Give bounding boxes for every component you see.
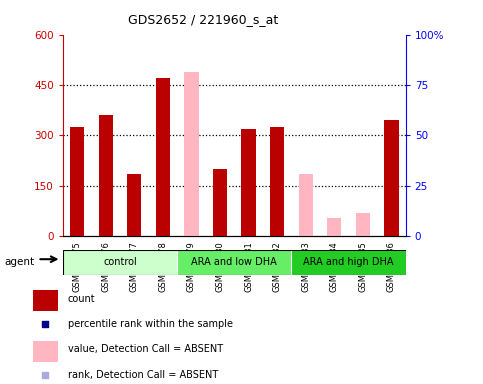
Text: rank, Detection Call = ABSENT: rank, Detection Call = ABSENT	[68, 370, 218, 380]
Text: GDS2652 / 221960_s_at: GDS2652 / 221960_s_at	[128, 13, 278, 26]
Bar	[33, 290, 58, 311]
Point	[42, 372, 49, 378]
Bar	[99, 115, 113, 236]
Text: control: control	[103, 257, 137, 267]
Bar	[184, 71, 199, 236]
Bar	[177, 250, 291, 275]
Text: ARA and low DHA: ARA and low DHA	[191, 257, 277, 267]
Bar	[291, 250, 406, 275]
Bar	[298, 174, 313, 236]
Bar	[156, 78, 170, 236]
Text: agent: agent	[5, 257, 35, 267]
Bar	[213, 169, 227, 236]
Text: ARA and high DHA: ARA and high DHA	[303, 257, 394, 267]
Point	[42, 321, 49, 327]
Bar	[384, 120, 398, 236]
Bar	[355, 213, 370, 236]
Bar	[70, 127, 84, 236]
Bar	[63, 250, 177, 275]
Bar	[33, 341, 58, 362]
Text: value, Detection Call = ABSENT: value, Detection Call = ABSENT	[68, 344, 223, 354]
Point	[330, 1, 338, 7]
Text: count: count	[68, 293, 95, 303]
Bar	[127, 174, 142, 236]
Text: percentile rank within the sample: percentile rank within the sample	[68, 319, 233, 329]
Bar	[242, 129, 256, 236]
Bar	[327, 218, 341, 236]
Bar	[270, 127, 284, 236]
